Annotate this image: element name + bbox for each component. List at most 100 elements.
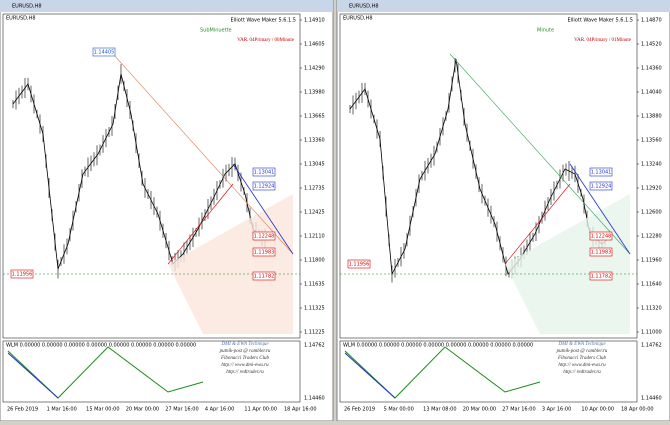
- credit-line: Fibonacci Traders Club: [557, 356, 607, 361]
- price-box-label: 1.12924: [591, 184, 612, 190]
- symbol-label: EURUSD,H8: [6, 16, 36, 22]
- price-tick-label: 1.11640: [641, 282, 662, 288]
- price-tick-label: 1.14520: [641, 42, 662, 48]
- price-tick-label: 1.11225: [304, 330, 325, 336]
- fan: [505, 194, 630, 334]
- price-box-label: 1.11782: [591, 274, 612, 280]
- credit-line: DMI & EWA Technique: [557, 342, 606, 347]
- price-box-label: 1.11983: [254, 250, 275, 256]
- trend-line: [232, 163, 294, 255]
- time-label: 4 Apr 16:00: [205, 407, 234, 413]
- indicator-pane: [2, 340, 301, 403]
- title-bar: [0, 0, 333, 12]
- window-title: EURUSD,H8: [12, 4, 42, 10]
- price-tick-label: 1.14870: [641, 18, 662, 24]
- price-box: [589, 247, 613, 257]
- price-box: [347, 259, 371, 269]
- price-box-label: 1.14405: [94, 50, 115, 56]
- chart-window: EURUSD,H8 EURUSD,H8 Elliott Wave Maker 5.6…: [336, 0, 670, 422]
- price-box-label: 1.11782: [254, 274, 275, 280]
- price-box-label: 1.11956: [12, 272, 33, 278]
- indicator-header: WLM 0.00000 0.00000 0.00000 0.00000 0.00…: [6, 343, 196, 349]
- title-bar: [337, 0, 670, 12]
- price-tick-label: 1.13240: [641, 162, 662, 168]
- fan: [168, 194, 293, 334]
- price-box: [589, 271, 613, 281]
- price-box: [252, 167, 276, 177]
- indicator-tick-label: 1.14762: [304, 343, 325, 349]
- time-label: 18 Apr 16:00: [284, 407, 317, 413]
- price-tick-label: 1.13880: [641, 114, 662, 120]
- price-tick-label: 1.14290: [304, 66, 325, 72]
- price-box: [589, 181, 613, 191]
- time-label: 20 Mar 00:00: [126, 407, 159, 413]
- degree-label: Minute: [537, 28, 554, 34]
- indicator-tick-label: 1.14460: [641, 396, 662, 402]
- credit-line: http:// www.dmi-ewa.ru: [221, 363, 269, 368]
- price-tick-label: 1.12735: [304, 186, 325, 192]
- credit-line: putnik-post @ rambler.ru: [556, 349, 608, 354]
- price-tick-label: 1.14360: [641, 66, 662, 72]
- price-box: [92, 47, 116, 57]
- chart-window: EURUSD,H8 EURUSD,H8 Elliott Wave Maker 5.6…: [0, 0, 334, 422]
- trend-line: [504, 183, 571, 265]
- price-tick-label: 1.13360: [304, 138, 325, 144]
- price-box-label: 1.12924: [254, 184, 275, 190]
- time-label: 11 Apr 00:00: [244, 407, 277, 413]
- variant-label: VAR. 04Primary / 01Minute: [574, 38, 632, 43]
- indicator-pane: [339, 340, 638, 403]
- price-tick-label: 1.12425: [304, 210, 325, 216]
- price-box-label: 1.11956: [349, 262, 370, 268]
- variant-label: VAR. 04Primary / 00Minute: [237, 38, 295, 43]
- time-label: 20 Mar 00:00: [463, 407, 496, 413]
- degree-label: SubMinuette: [200, 28, 232, 34]
- price-tick-label: 1.14605: [304, 42, 325, 48]
- price-box-label: 1.11983: [591, 250, 612, 256]
- price-tick-label: 1.13665: [304, 114, 325, 120]
- time-label: 1 Mar 16:00: [47, 407, 77, 413]
- credit-line: putnik-post @ rambler.ru: [219, 349, 271, 354]
- price-box: [252, 271, 276, 281]
- price-box: [252, 247, 276, 257]
- time-label: 27 Mar 16:00: [165, 407, 198, 413]
- price-box: [10, 269, 34, 279]
- credit-line: http:// redtrader.ru: [226, 370, 264, 375]
- time-label: 26 Feb 2019: [7, 407, 38, 413]
- trend-line: [569, 163, 631, 255]
- price-tick-label: 1.14910: [304, 18, 325, 24]
- price-tick-label: 1.14040: [641, 90, 662, 96]
- price-trace: [349, 58, 609, 276]
- price-tick-label: 1.11000: [641, 330, 662, 336]
- time-label: 15 Mar 00:00: [86, 407, 119, 413]
- price-tick-label: 1.12280: [641, 234, 662, 240]
- price-box-label: 1.12248: [254, 234, 275, 240]
- price-tick-label: 1.13045: [304, 162, 325, 168]
- price-tick-label: 1.12920: [641, 186, 662, 192]
- price-tick-label: 1.12110: [304, 234, 325, 240]
- price-tick-label: 1.12600: [641, 210, 662, 216]
- time-label: 5 Mar 00:00: [384, 407, 414, 413]
- price-box: [252, 231, 276, 241]
- price-box: [589, 167, 613, 177]
- price-tick-label: 1.11800: [304, 258, 325, 264]
- trend-line: [167, 183, 234, 265]
- time-label: 18 Apr 00:00: [621, 407, 654, 413]
- credit-line: http:// www.dmi-ewa.ru: [558, 363, 606, 368]
- price-tick-label: 1.11320: [641, 306, 662, 312]
- price-box-label: 1.12248: [591, 234, 612, 240]
- price-box-label: 1.13041: [254, 170, 275, 176]
- trend-line: [449, 53, 631, 255]
- price-box: [589, 231, 613, 241]
- symbol-label: EURUSD,H8: [343, 16, 373, 22]
- price-tick-label: 1.11960: [641, 258, 662, 264]
- price-tick-label: 1.13980: [304, 90, 325, 96]
- time-label: 26 Feb 2019: [344, 407, 375, 413]
- time-label: 27 Mar 16:00: [502, 407, 535, 413]
- price-box-label: 1.13041: [591, 170, 612, 176]
- indicator-tick-label: 1.14460: [304, 396, 325, 402]
- indicator-line: [7, 352, 59, 399]
- price-tick-label: 1.13560: [641, 138, 662, 144]
- time-label: 3 Apr 16:00: [542, 407, 571, 413]
